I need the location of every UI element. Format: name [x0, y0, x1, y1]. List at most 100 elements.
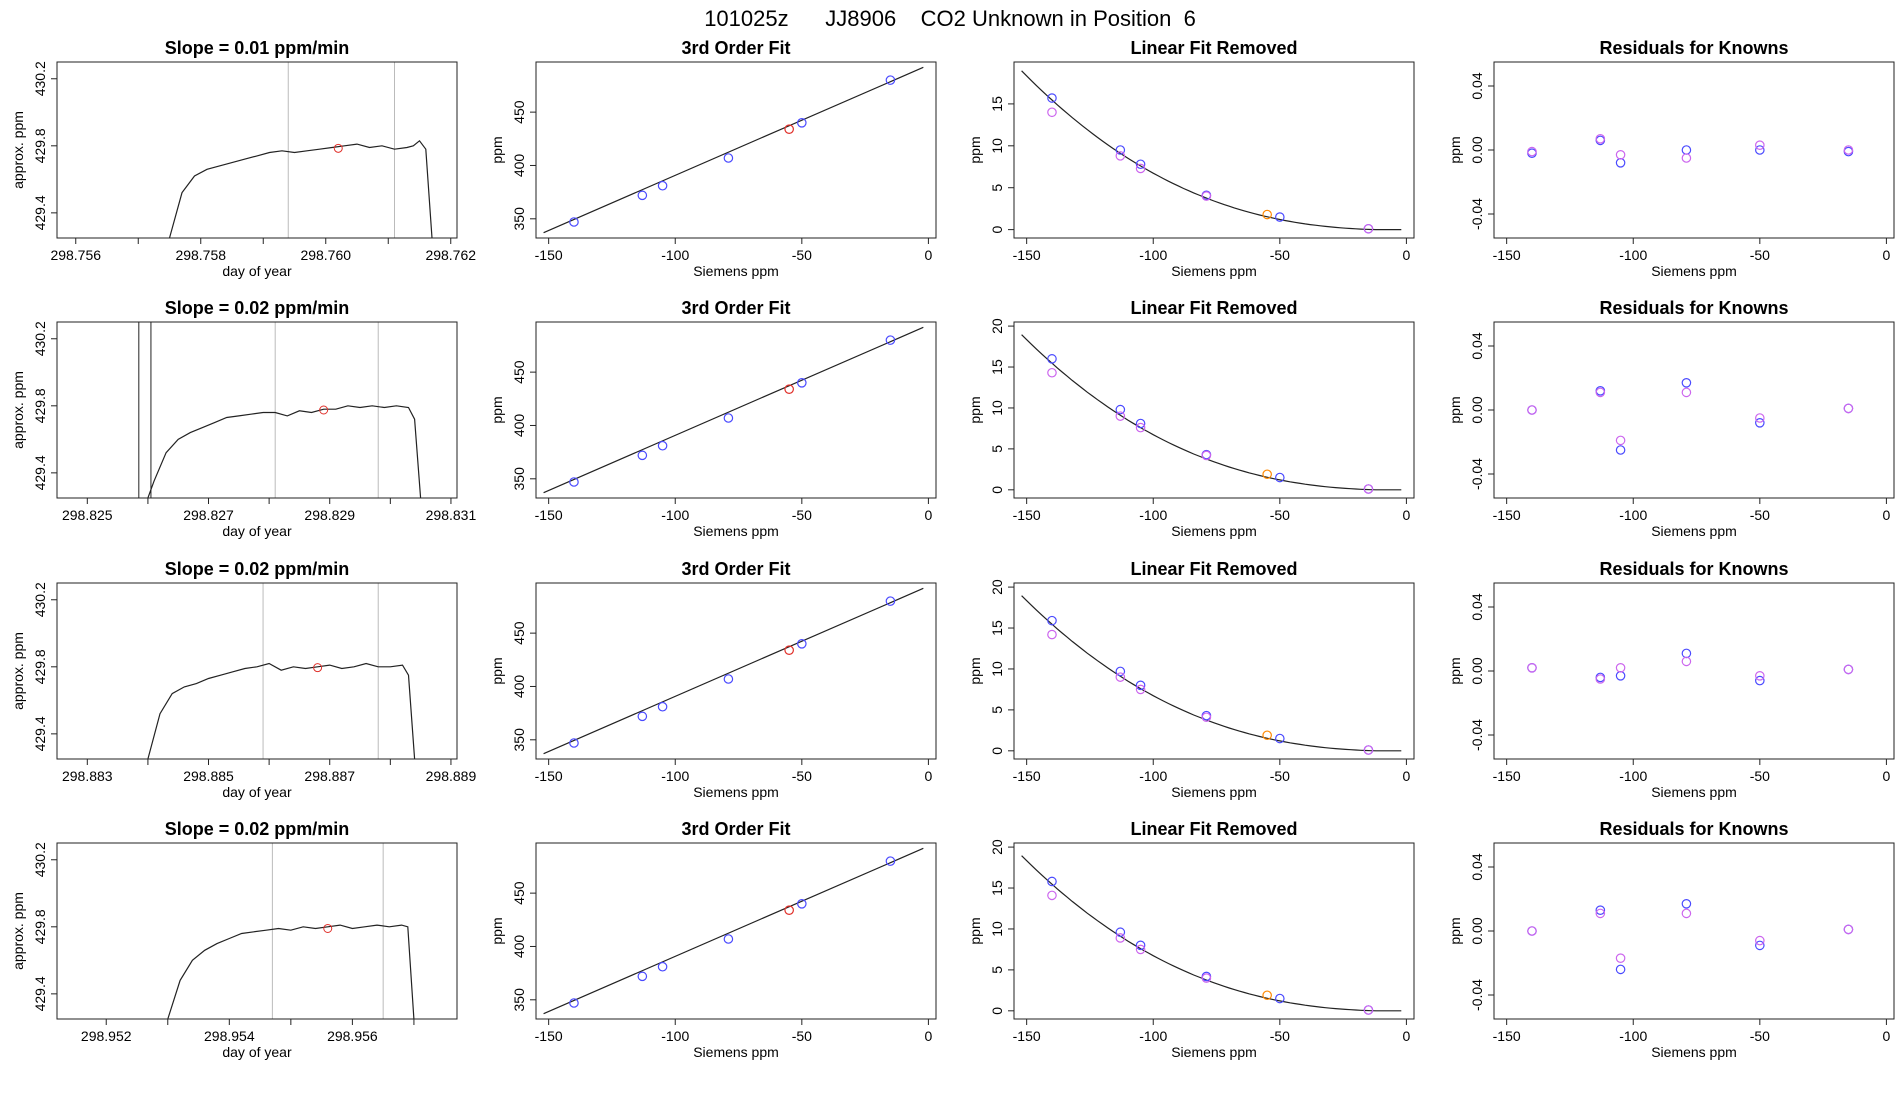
y-axis-label: approx. ppm — [10, 371, 26, 449]
data-point — [569, 998, 579, 1008]
data-point — [1115, 145, 1126, 155]
plot-frame — [1493, 61, 1895, 239]
panel-nonlinear-row2: -150 -100 -50 0 0 5 10 15 20 Linear Fit Removed Si… — [967, 298, 1415, 539]
fit-line — [543, 847, 924, 1015]
x-tick-label: -50 — [1750, 1028, 1770, 1044]
x-tick-label: 0 — [1883, 1028, 1891, 1044]
y-tick-label: 429.8 — [32, 909, 48, 944]
data-point — [1135, 422, 1146, 433]
data-point — [1115, 404, 1126, 415]
y-axis-label: ppm — [1447, 136, 1463, 163]
y-axis-label: ppm — [1447, 396, 1463, 423]
panel-title: Residuals for Knowns — [1599, 298, 1788, 318]
x-axis-label: Siemens ppm — [1651, 784, 1737, 800]
panel-title: 3rd Order Fit — [681, 559, 790, 579]
y-axis-label: ppm — [489, 917, 505, 944]
x-tick-label: -150 — [535, 1028, 563, 1044]
data-point — [1527, 662, 1537, 673]
data-point — [1047, 629, 1057, 640]
x-axis-label: Siemens ppm — [693, 523, 779, 539]
plot-area — [543, 66, 924, 234]
y-tick-label: 0.04 — [1469, 853, 1485, 880]
x-tick-label: -100 — [1139, 1028, 1167, 1044]
data-point — [1047, 93, 1057, 103]
y-axis-label: ppm — [1447, 917, 1463, 944]
x-tick-label: -100 — [1139, 768, 1167, 784]
data-point — [657, 961, 668, 972]
panel-grid: 298.756 298.758 298.760 298.762 429.4 429.8 43… — [10, 38, 1895, 1060]
y-tick-label: 430.2 — [32, 61, 48, 96]
data-point — [1843, 145, 1854, 155]
x-tick-label: 298.956 — [327, 1028, 378, 1044]
plot-area — [1021, 70, 1402, 234]
data-point — [784, 905, 794, 915]
x-axis-label: Siemens ppm — [693, 263, 779, 279]
plot-frame — [1493, 582, 1895, 760]
data-point — [1135, 159, 1146, 170]
x-tick-label: 0 — [1403, 1028, 1411, 1044]
fit-line — [543, 587, 924, 755]
data-point — [784, 124, 794, 134]
panel-residuals-row1: -150 -100 -50 0 -0.04 0.00 0.04 Residuals for K… — [1447, 38, 1895, 279]
panel-title: Slope = 0.02 ppm/min — [165, 819, 350, 839]
plot-frame — [56, 842, 458, 1020]
x-axis-label: day of year — [222, 523, 292, 539]
data-point — [1615, 445, 1626, 455]
y-tick-label: 15 — [989, 880, 1005, 896]
panel-timeseries-row2: 298.825 298.827 298.829 298.831 429.4 429.8 43… — [10, 298, 476, 539]
x-axis-label: Siemens ppm — [1651, 263, 1737, 279]
data-point — [885, 335, 896, 345]
plot-frame — [535, 842, 937, 1020]
data-point — [1262, 469, 1272, 480]
x-axis-label: Siemens ppm — [1171, 784, 1257, 800]
y-tick-label: 429.8 — [32, 388, 48, 423]
data-point — [1047, 890, 1057, 901]
data-point — [1595, 905, 1606, 915]
y-tick-label: 15 — [989, 359, 1005, 375]
fit-line — [543, 66, 924, 234]
plot-area — [543, 587, 924, 755]
x-tick-label: 0 — [925, 507, 933, 523]
x-tick-label: -150 — [535, 768, 563, 784]
data-point — [1275, 212, 1285, 222]
data-point — [1755, 940, 1765, 951]
data-point — [1115, 411, 1126, 421]
y-axis-label: ppm — [489, 396, 505, 423]
data-point — [1115, 672, 1126, 682]
y-tick-label: 10 — [989, 400, 1005, 416]
x-tick-label: -150 — [1493, 1028, 1521, 1044]
y-tick-label: 450 — [511, 881, 527, 905]
panel-title: Linear Fit Removed — [1130, 819, 1297, 839]
x-axis-label: day of year — [222, 784, 292, 800]
data-point — [1681, 656, 1692, 667]
panel-nonlinear-row4: -150 -100 -50 0 0 5 10 15 20 Linear Fit Removed Si… — [967, 819, 1415, 1060]
x-tick-label: -150 — [535, 507, 563, 523]
mean-point — [319, 405, 329, 415]
plot-area — [168, 62, 433, 238]
x-tick-label: 298.829 — [304, 507, 355, 523]
plot-area — [1527, 648, 1854, 686]
y-tick-label: 5 — [989, 445, 1005, 453]
y-tick-label: 429.4 — [32, 455, 48, 490]
panel-title: Linear Fit Removed — [1130, 38, 1297, 58]
data-point — [1201, 712, 1212, 723]
x-tick-label: 0 — [925, 1028, 933, 1044]
data-point — [1047, 107, 1057, 118]
fit-curve — [1021, 595, 1402, 752]
x-tick-label: -50 — [792, 1028, 812, 1044]
plot-area — [167, 843, 415, 1019]
data-point — [1262, 209, 1272, 220]
data-point — [1363, 745, 1374, 755]
data-point — [637, 971, 648, 982]
data-point — [723, 674, 734, 684]
x-tick-label: -100 — [1139, 247, 1167, 263]
data-point — [1681, 898, 1692, 909]
y-tick-label: 0 — [989, 226, 1005, 234]
data-point — [637, 711, 648, 722]
y-tick-label: -0.04 — [1469, 979, 1485, 1011]
data-point — [885, 75, 896, 85]
mean-point — [313, 663, 323, 673]
y-tick-label: -0.04 — [1469, 458, 1485, 490]
x-tick-label: 298.889 — [426, 768, 477, 784]
plot-frame — [1493, 321, 1895, 499]
